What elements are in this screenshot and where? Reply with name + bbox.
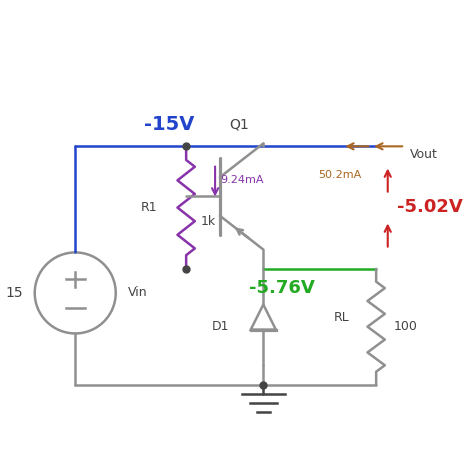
- Text: Q1: Q1: [229, 117, 249, 131]
- Text: RL: RL: [333, 310, 349, 324]
- Text: 1k: 1k: [201, 215, 216, 228]
- Text: Vin: Vin: [128, 286, 148, 300]
- Text: Vout: Vout: [410, 147, 438, 161]
- Text: -5.02V: -5.02V: [397, 198, 463, 216]
- Text: R1: R1: [141, 201, 157, 214]
- Text: -5.76V: -5.76V: [249, 279, 315, 297]
- Text: 50.2mA: 50.2mA: [318, 170, 362, 180]
- Text: 15: 15: [6, 286, 23, 300]
- Text: 100: 100: [393, 320, 418, 333]
- Text: -15V: -15V: [144, 115, 194, 134]
- Text: D1: D1: [212, 320, 229, 333]
- Text: 9.24mA: 9.24mA: [220, 175, 264, 185]
